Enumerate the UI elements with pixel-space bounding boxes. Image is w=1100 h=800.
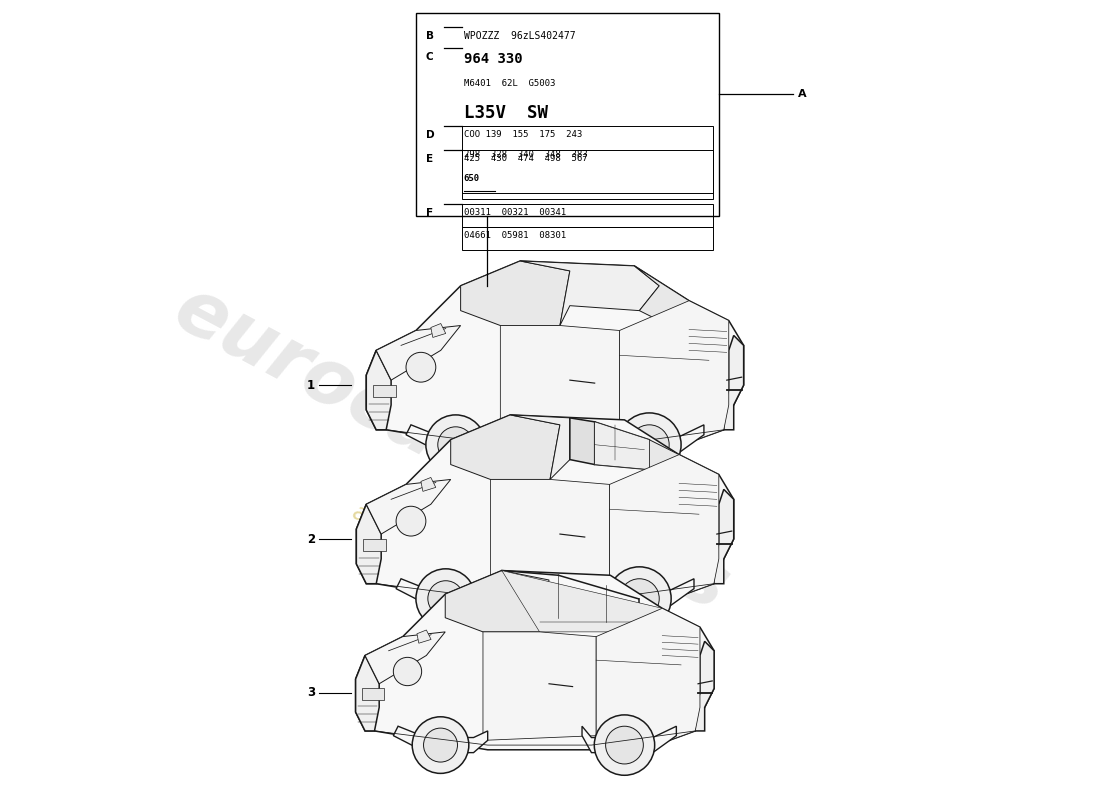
Polygon shape: [355, 655, 380, 731]
Bar: [416, 13, 718, 216]
Polygon shape: [500, 326, 619, 440]
Text: 04661  05981  08301: 04661 05981 08301: [463, 231, 565, 240]
Polygon shape: [355, 570, 714, 750]
Text: 964 330: 964 330: [463, 53, 522, 66]
Polygon shape: [376, 326, 461, 380]
Polygon shape: [510, 415, 570, 479]
Text: 2: 2: [307, 533, 315, 546]
Polygon shape: [595, 422, 649, 470]
Text: 650: 650: [463, 174, 480, 182]
Bar: [462, 126, 713, 194]
Circle shape: [412, 717, 469, 774]
Circle shape: [629, 425, 669, 465]
Polygon shape: [421, 478, 436, 491]
Circle shape: [416, 569, 475, 629]
Bar: [462, 150, 713, 199]
Polygon shape: [605, 425, 704, 453]
Polygon shape: [520, 261, 659, 326]
Polygon shape: [461, 261, 570, 326]
Polygon shape: [406, 425, 505, 453]
Polygon shape: [373, 385, 396, 397]
Text: 298  328  340  348  383: 298 328 340 348 383: [463, 150, 587, 158]
Circle shape: [424, 728, 458, 762]
Polygon shape: [431, 323, 446, 338]
Polygon shape: [396, 578, 495, 606]
Text: M6401  62L  G5003: M6401 62L G5003: [463, 79, 556, 88]
Polygon shape: [356, 415, 734, 603]
Circle shape: [428, 581, 463, 617]
Polygon shape: [483, 632, 596, 740]
Polygon shape: [366, 479, 451, 534]
Text: 425  430  474  498  567: 425 430 474 498 567: [463, 154, 587, 162]
Polygon shape: [582, 726, 676, 753]
Text: C: C: [426, 53, 433, 62]
Polygon shape: [649, 440, 679, 479]
Bar: [462, 227, 713, 250]
Circle shape: [606, 726, 643, 764]
Text: COO 139  155  175  243: COO 139 155 175 243: [463, 130, 582, 139]
Polygon shape: [595, 578, 694, 606]
Text: eurocarspares: eurocarspares: [161, 272, 740, 627]
Polygon shape: [417, 630, 431, 643]
Bar: [462, 204, 713, 227]
Circle shape: [607, 567, 671, 630]
Polygon shape: [491, 479, 609, 594]
Polygon shape: [714, 490, 734, 584]
Text: A: A: [799, 89, 807, 99]
Circle shape: [396, 506, 426, 536]
Text: B: B: [426, 30, 433, 41]
Polygon shape: [695, 642, 714, 731]
Polygon shape: [366, 350, 392, 430]
Polygon shape: [609, 454, 718, 603]
Text: a passion for parts since 1985: a passion for parts since 1985: [348, 499, 693, 698]
Polygon shape: [365, 632, 446, 684]
Circle shape: [406, 352, 436, 382]
Text: L35V  SW: L35V SW: [463, 104, 548, 122]
Polygon shape: [363, 539, 386, 551]
Circle shape: [619, 578, 659, 618]
Circle shape: [438, 427, 473, 462]
Text: 1: 1: [307, 378, 315, 392]
Circle shape: [394, 658, 421, 686]
Text: E: E: [426, 154, 433, 164]
Circle shape: [426, 415, 485, 474]
Polygon shape: [635, 266, 689, 326]
Text: D: D: [426, 130, 434, 140]
Polygon shape: [724, 335, 744, 430]
Polygon shape: [619, 301, 728, 450]
Circle shape: [594, 715, 654, 775]
Polygon shape: [596, 608, 700, 750]
Polygon shape: [362, 689, 384, 700]
Polygon shape: [451, 415, 560, 479]
Polygon shape: [502, 570, 662, 632]
Polygon shape: [570, 418, 595, 465]
Text: WPOZZZ  96zLS402477: WPOZZZ 96zLS402477: [463, 30, 575, 41]
Circle shape: [617, 413, 681, 477]
Polygon shape: [366, 261, 744, 450]
Text: 3: 3: [307, 686, 315, 699]
Polygon shape: [446, 570, 549, 632]
Text: F: F: [426, 208, 433, 218]
Text: 00311  00321  00341: 00311 00321 00341: [463, 208, 565, 218]
Polygon shape: [356, 504, 382, 584]
Polygon shape: [394, 726, 487, 753]
